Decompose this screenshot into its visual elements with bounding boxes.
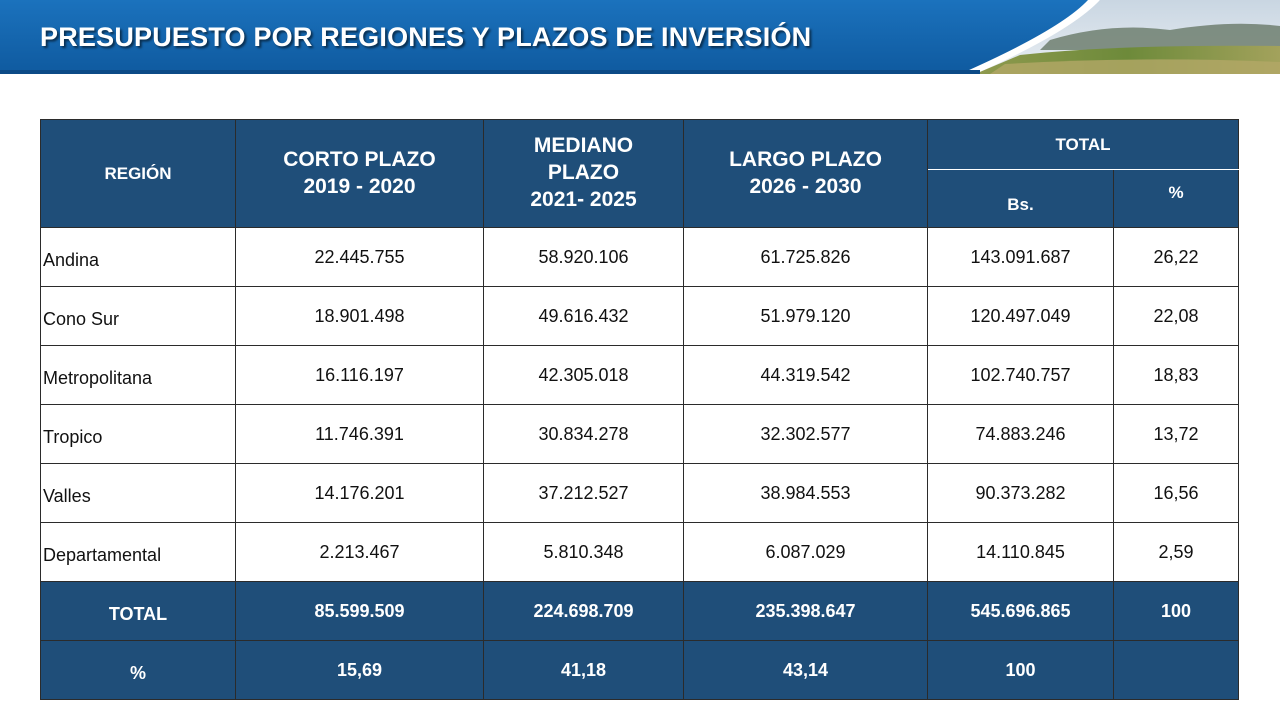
- cell-region: Metropolitana: [40, 345, 236, 405]
- region-label: Valles: [43, 485, 91, 506]
- budget-table: REGIÓN CORTO PLAZO 2019 - 2020 MEDIANO P…: [40, 119, 1239, 700]
- cell-total-bs: 120.497.049: [927, 286, 1114, 346]
- cell-total-bs: 102.740.757: [927, 345, 1114, 405]
- header-region: REGIÓN: [40, 119, 236, 228]
- cell-mediano: 42.305.018: [483, 345, 684, 405]
- region-label: Cono Sur: [43, 308, 120, 329]
- header-mediano-plazo: MEDIANO PLAZO 2021- 2025: [483, 119, 684, 228]
- header-total-bs: Bs.: [927, 169, 1114, 228]
- cell-mediano: 58.920.106: [483, 227, 684, 287]
- percent-row: % 15,69 41,18 43,14 100: [40, 640, 1239, 700]
- header-total: TOTAL: [927, 119, 1239, 170]
- header-mediano-title: MEDIANO: [533, 134, 634, 158]
- cell-mediano: 30.834.278: [483, 404, 684, 464]
- table-row: Andina 22.445.755 58.920.106 61.725.826 …: [40, 227, 1239, 287]
- header-background: [0, 0, 1280, 74]
- header-largo-plazo: LARGO PLAZO 2026 - 2030: [683, 119, 928, 228]
- total-mediano: 224.698.709: [483, 581, 684, 641]
- table-row: Metropolitana 16.116.197 42.305.018 44.3…: [40, 345, 1239, 405]
- cell-total-pct: 16,56: [1113, 463, 1239, 523]
- percent-row-label: %: [40, 640, 236, 700]
- cell-corto: 14.176.201: [235, 463, 484, 523]
- header-total-pct: %: [1113, 169, 1239, 228]
- header-largo-title: LARGO PLAZO: [729, 147, 882, 171]
- cell-total-pct: 18,83: [1113, 345, 1239, 405]
- cell-mediano: 5.810.348: [483, 522, 684, 582]
- page-title: PRESUPUESTO POR REGIONES Y PLAZOS DE INV…: [40, 22, 812, 52]
- cell-largo: 32.302.577: [683, 404, 928, 464]
- percent-largo: 43,14: [683, 640, 928, 700]
- percent-bs: 100: [927, 640, 1114, 700]
- region-label: Andina: [43, 249, 100, 270]
- region-label: Departamental: [43, 544, 162, 565]
- percent-row-label-text: %: [129, 662, 146, 683]
- header-corto-years: 2019 - 2020: [303, 174, 416, 198]
- header-total-pct-label: %: [1168, 182, 1184, 202]
- total-row: TOTAL 85.599.509 224.698.709 235.398.647…: [40, 581, 1239, 641]
- total-bs: 545.696.865: [927, 581, 1114, 641]
- percent-mediano: 41,18: [483, 640, 684, 700]
- total-row-label-text: TOTAL: [108, 603, 168, 624]
- cell-total-bs: 74.883.246: [927, 404, 1114, 464]
- cell-region: Valles: [40, 463, 236, 523]
- table-row: Cono Sur 18.901.498 49.616.432 51.979.12…: [40, 286, 1239, 346]
- region-label: Metropolitana: [43, 367, 153, 388]
- cell-largo: 6.087.029: [683, 522, 928, 582]
- cell-region: Departamental: [40, 522, 236, 582]
- total-corto: 85.599.509: [235, 581, 484, 641]
- cell-total-pct: 2,59: [1113, 522, 1239, 582]
- cell-mediano: 49.616.432: [483, 286, 684, 346]
- cell-total-pct: 26,22: [1113, 227, 1239, 287]
- percent-pct: [1113, 640, 1239, 700]
- table-row: Valles 14.176.201 37.212.527 38.984.553 …: [40, 463, 1239, 523]
- cell-largo: 38.984.553: [683, 463, 928, 523]
- header-mediano-title-2: PLAZO: [547, 161, 620, 185]
- cell-region: Tropico: [40, 404, 236, 464]
- percent-corto: 15,69: [235, 640, 484, 700]
- cell-corto: 16.116.197: [235, 345, 484, 405]
- header-banner: PRESUPUESTO POR REGIONES Y PLAZOS DE INV…: [0, 0, 1280, 74]
- cell-total-pct: 22,08: [1113, 286, 1239, 346]
- cell-total-bs: 14.110.845: [927, 522, 1114, 582]
- table-row: Tropico 11.746.391 30.834.278 32.302.577…: [40, 404, 1239, 464]
- header-corto-plazo: CORTO PLAZO 2019 - 2020: [235, 119, 484, 228]
- region-label: Tropico: [43, 426, 103, 447]
- header-corto-title: CORTO PLAZO: [283, 147, 436, 171]
- header-mediano-years: 2021- 2025: [530, 187, 637, 211]
- total-pct: 100: [1113, 581, 1239, 641]
- total-row-label: TOTAL: [40, 581, 236, 641]
- cell-corto: 22.445.755: [235, 227, 484, 287]
- cell-region: Cono Sur: [40, 286, 236, 346]
- cell-total-bs: 143.091.687: [927, 227, 1114, 287]
- cell-total-pct: 13,72: [1113, 404, 1239, 464]
- cell-largo: 61.725.826: [683, 227, 928, 287]
- cell-corto: 18.901.498: [235, 286, 484, 346]
- cell-region: Andina: [40, 227, 236, 287]
- header-total-bs-label: Bs.: [1007, 194, 1034, 214]
- cell-largo: 51.979.120: [683, 286, 928, 346]
- cell-largo: 44.319.542: [683, 345, 928, 405]
- cell-corto: 11.746.391: [235, 404, 484, 464]
- table-row: Departamental 2.213.467 5.810.348 6.087.…: [40, 522, 1239, 582]
- cell-mediano: 37.212.527: [483, 463, 684, 523]
- cell-corto: 2.213.467: [235, 522, 484, 582]
- total-largo: 235.398.647: [683, 581, 928, 641]
- header-largo-years: 2026 - 2030: [749, 174, 862, 198]
- cell-total-bs: 90.373.282: [927, 463, 1114, 523]
